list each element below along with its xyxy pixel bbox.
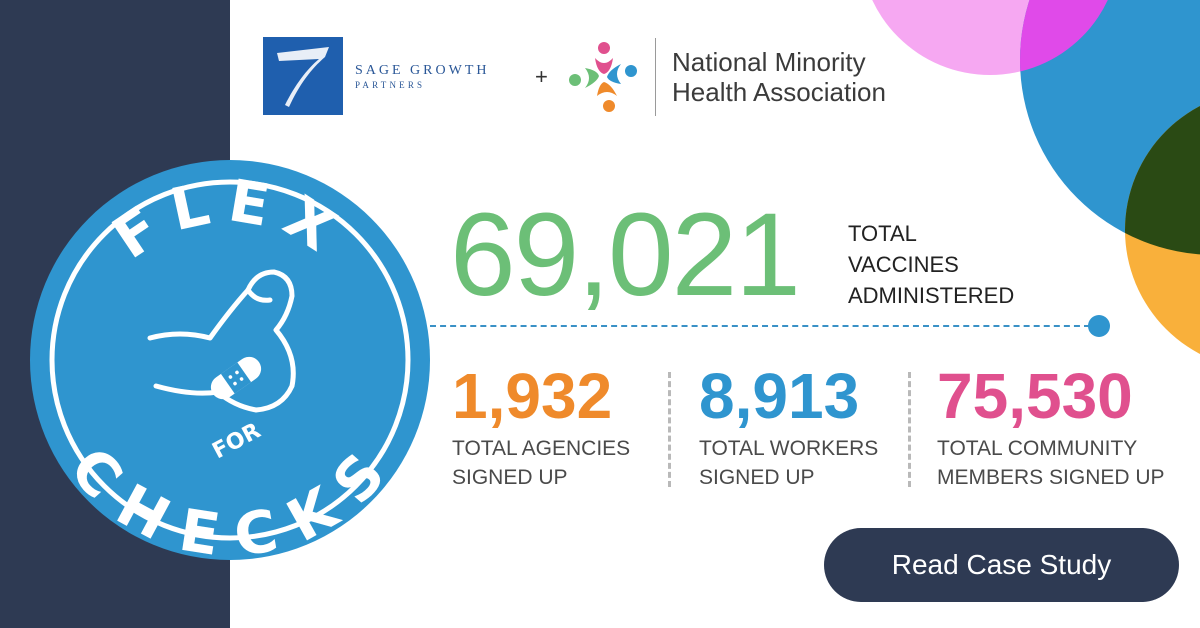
sage-line1: SAGE GROWTH	[355, 62, 490, 78]
orange-circle	[1125, 106, 1200, 354]
bandage-icon	[210, 356, 262, 400]
stat-community-value: 75,530	[937, 360, 1133, 432]
stat-separator	[908, 372, 911, 487]
read-case-study-button[interactable]: Read Case Study	[824, 528, 1179, 602]
divider-end-dot	[1088, 315, 1110, 337]
flex-for-checks-badge: FLEX CHECKS FOR	[30, 160, 430, 560]
total-vaccines-value: 69,021	[450, 189, 801, 321]
total-vaccines-label-line3: ADMINISTERED	[848, 283, 1015, 308]
stat-agencies: 1,932 TOTAL AGENCIES SIGNED UP	[452, 364, 630, 492]
logo-divider	[655, 38, 656, 116]
stat-workers: 8,913 TOTAL WORKERS SIGNED UP	[699, 364, 878, 492]
nmha-logo: National Minority Health Association	[565, 38, 886, 116]
stat-community-line1: TOTAL COMMUNITY	[937, 437, 1138, 460]
stat-workers-line2: SIGNED UP	[699, 466, 815, 489]
nmha-line1: National Minority	[672, 47, 866, 77]
plus-sign: +	[535, 64, 548, 89]
sage-growth-logo: SAGE GROWTH PARTNERS	[263, 37, 490, 115]
dark-green-overlap	[1125, 90, 1200, 255]
magenta-overlap	[1020, 0, 1120, 75]
stat-agencies-line1: TOTAL AGENCIES	[452, 437, 631, 460]
stat-workers-value: 8,913	[699, 360, 860, 432]
stat-community: 75,530 TOTAL COMMUNITY MEMBERS SIGNED UP	[937, 364, 1165, 492]
total-vaccines-label-line2: VACCINES	[848, 252, 959, 277]
stat-agencies-line2: SIGNED UP	[452, 466, 568, 489]
blue-circle	[1020, 0, 1200, 255]
nmha-people-icon	[569, 42, 637, 112]
stat-community-line2: MEMBERS SIGNED UP	[937, 466, 1165, 489]
nmha-line2: Health Association	[672, 77, 886, 107]
stat-workers-line1: TOTAL WORKERS	[699, 437, 879, 460]
flexed-arm-icon	[147, 269, 296, 413]
dashed-divider	[430, 325, 1090, 327]
pink-circle	[872, 0, 1108, 75]
stat-agencies-value: 1,932	[452, 360, 613, 432]
total-vaccines-label-line1: TOTAL	[848, 221, 917, 246]
sage-seven-icon	[263, 37, 343, 115]
sage-line2: PARTNERS	[355, 79, 426, 90]
stat-separator	[668, 372, 671, 487]
total-vaccines-label: TOTAL VACCINES ADMINISTERED	[848, 218, 1014, 311]
